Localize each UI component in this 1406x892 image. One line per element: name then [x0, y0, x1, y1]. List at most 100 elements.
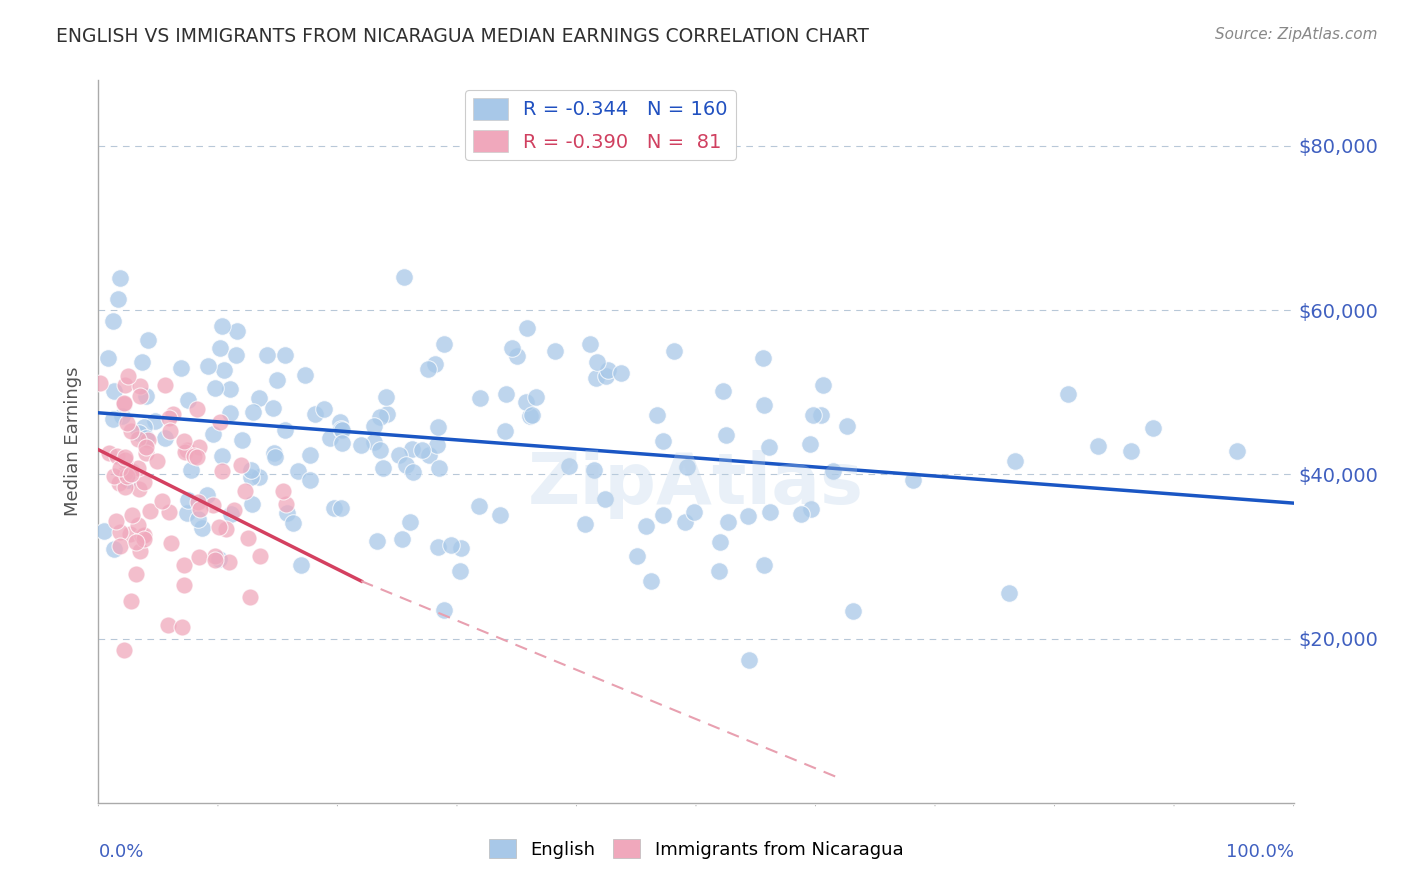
Point [392, 269, 415, 284]
Point [132, 419, 155, 434]
Point [1057, 386, 1080, 401]
Point [129, 389, 152, 403]
Point [186, 450, 208, 465]
Point [363, 418, 385, 433]
Point [299, 473, 322, 487]
Point [97, 445, 120, 459]
Point [112, 396, 135, 410]
Point [299, 448, 322, 462]
Point [132, 528, 155, 542]
Point [329, 415, 352, 429]
Point [1004, 454, 1026, 468]
Point [574, 516, 596, 531]
Point [114, 450, 136, 464]
Point [236, 532, 259, 546]
Point [219, 406, 242, 420]
Point [427, 461, 450, 475]
Point [240, 497, 263, 511]
Point [350, 437, 373, 451]
Point [515, 395, 537, 409]
Point [813, 377, 835, 392]
Point [274, 497, 297, 511]
Text: 100.0%: 100.0% [1226, 843, 1294, 861]
Point [329, 422, 352, 436]
Point [426, 438, 449, 452]
Point [177, 492, 200, 507]
Point [132, 532, 155, 546]
Point [329, 500, 352, 515]
Point [737, 509, 759, 524]
Point [231, 433, 253, 447]
Point [578, 336, 600, 351]
Point [266, 374, 288, 388]
Point [363, 435, 385, 450]
Point [117, 473, 139, 487]
Point [247, 470, 270, 484]
Point [1226, 443, 1249, 458]
Point [495, 387, 517, 401]
Point [519, 409, 541, 423]
Point [440, 538, 463, 552]
Text: Source: ZipAtlas.com: Source: ZipAtlas.com [1215, 27, 1378, 42]
Point [169, 361, 191, 376]
Point [188, 549, 211, 564]
Point [208, 416, 231, 430]
Point [274, 423, 297, 437]
Point [115, 469, 138, 483]
Point [93, 524, 115, 539]
Point [177, 392, 200, 407]
Point [101, 314, 124, 328]
Point [114, 467, 136, 481]
Point [204, 549, 226, 563]
Point [172, 620, 194, 634]
Point [524, 391, 547, 405]
Point [673, 515, 696, 529]
Point [176, 442, 198, 457]
Point [135, 389, 157, 403]
Text: ENGLISH VS IMMIGRANTS FROM NICARAGUA MEDIAN EARNINGS CORRELATION CHART: ENGLISH VS IMMIGRANTS FROM NICARAGUA MED… [56, 27, 869, 45]
Point [104, 514, 127, 528]
Point [585, 371, 607, 385]
Point [262, 401, 284, 416]
Point [901, 473, 924, 487]
Point [105, 449, 128, 463]
Point [101, 412, 124, 426]
Point [135, 440, 157, 454]
Point [111, 409, 134, 424]
Point [157, 505, 180, 519]
Point [374, 391, 396, 405]
Point [470, 391, 492, 405]
Point [450, 541, 472, 556]
Point [125, 567, 148, 582]
Point [800, 501, 823, 516]
Point [208, 552, 231, 566]
Point [1142, 421, 1164, 435]
Point [157, 617, 180, 632]
Point [219, 507, 242, 521]
Point [131, 355, 153, 369]
Point [835, 419, 858, 434]
Point [998, 586, 1021, 600]
Point [128, 378, 150, 392]
Point [752, 351, 775, 365]
Point [263, 446, 285, 460]
Point [494, 424, 516, 438]
Point [211, 449, 233, 463]
Legend: English, Immigrants from Nicaragua: English, Immigrants from Nicaragua [481, 832, 911, 866]
Point [790, 508, 813, 522]
Point [118, 526, 141, 541]
Point [449, 564, 471, 578]
Point [208, 519, 231, 533]
Point [596, 363, 619, 377]
Point [226, 324, 249, 338]
Point [127, 432, 149, 446]
Point [717, 515, 740, 529]
Point [738, 652, 761, 666]
Point [183, 449, 205, 463]
Point [112, 397, 135, 411]
Point [121, 424, 143, 438]
Point [370, 410, 392, 425]
Point [114, 480, 136, 494]
Point [676, 459, 699, 474]
Point [752, 399, 775, 413]
